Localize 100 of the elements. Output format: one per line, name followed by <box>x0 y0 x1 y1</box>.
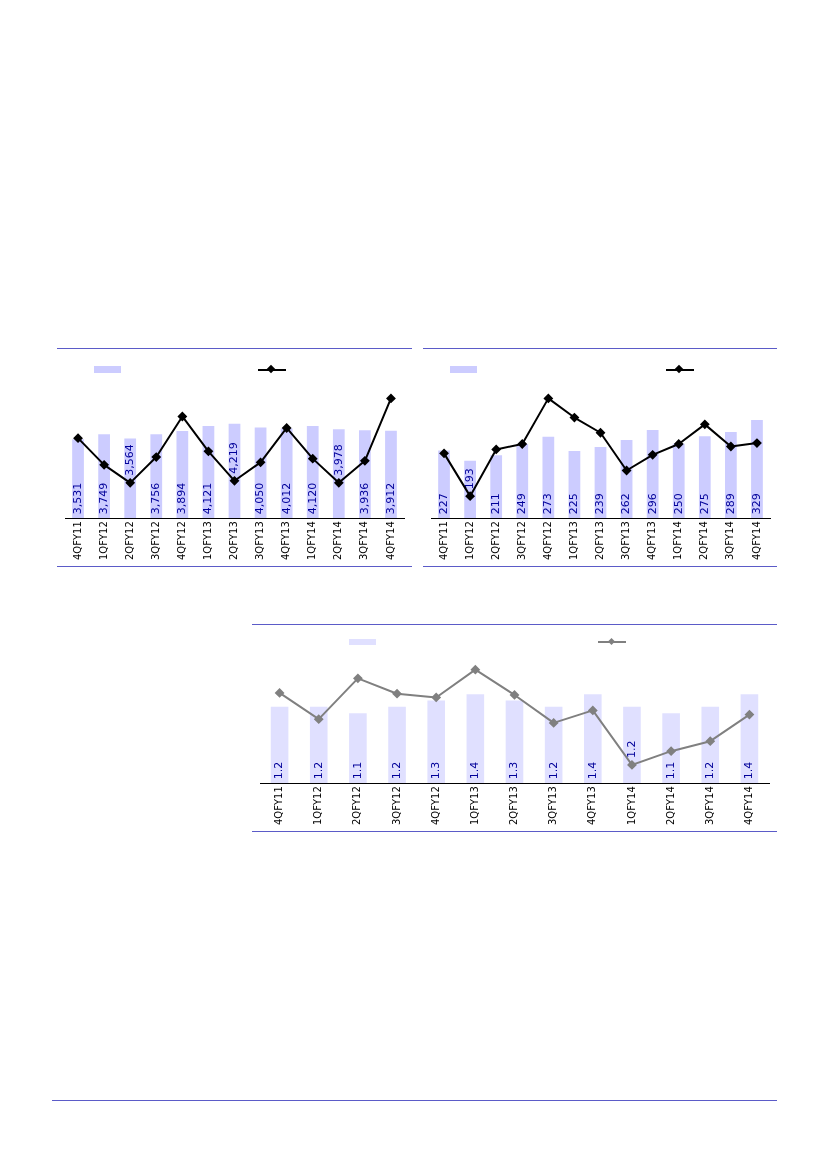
data-label: 1.2 <box>546 761 560 780</box>
data-label: 3,749 <box>96 482 110 515</box>
bar <box>740 694 759 784</box>
x-tick-label: 4QFY13 <box>280 521 292 561</box>
data-label: 4,121 <box>201 482 215 515</box>
point <box>622 466 632 475</box>
point <box>726 442 736 452</box>
point <box>439 448 449 458</box>
point <box>203 446 213 456</box>
point <box>353 673 363 683</box>
data-label: 1.4 <box>742 761 756 780</box>
point <box>392 689 402 699</box>
x-tick-label: 4QFY12 <box>541 521 553 561</box>
point <box>588 705 598 715</box>
data-label: 3,894 <box>175 482 189 515</box>
data-label: 262 <box>619 493 633 515</box>
data-label: 1.2 <box>272 761 286 780</box>
data-label: 1.4 <box>468 761 482 780</box>
x-tick-label: 4QFY12 <box>175 521 187 561</box>
bar <box>623 706 641 784</box>
point <box>386 393 396 403</box>
x-tick-label: 1QFY14 <box>625 786 637 826</box>
x-tick-label: 3QFY12 <box>390 786 402 826</box>
point <box>99 460 109 470</box>
data-label: 289 <box>723 493 737 515</box>
data-label: 1.3 <box>507 761 521 780</box>
data-label: 4,219 <box>227 442 241 474</box>
data-label: 4,050 <box>253 482 267 515</box>
data-label: 3,564 <box>123 444 137 476</box>
data-label: 3,936 <box>357 482 371 515</box>
x-tick-label: 4QFY11 <box>437 521 449 561</box>
data-label: 211 <box>489 493 503 515</box>
bar <box>698 436 711 519</box>
x-tick-label: 4QFY14 <box>743 786 755 826</box>
data-label: 1.2 <box>389 761 403 780</box>
data-label: 329 <box>749 493 763 515</box>
bar <box>270 706 289 784</box>
data-label: 225 <box>567 493 581 515</box>
x-tick-label: 1QFY13 <box>468 786 480 826</box>
data-label: 249 <box>515 493 529 515</box>
point <box>517 439 527 449</box>
point <box>431 692 441 702</box>
bar <box>751 420 763 519</box>
bar <box>505 700 524 784</box>
point <box>491 444 501 454</box>
point <box>596 428 605 438</box>
point <box>125 478 135 488</box>
bar <box>349 713 367 784</box>
x-tick-label: 3QFY13 <box>254 521 266 561</box>
data-label: 227 <box>436 493 450 515</box>
x-tick-label: 2QFY14 <box>332 521 344 561</box>
point <box>569 413 579 423</box>
data-label: 296 <box>645 493 659 515</box>
x-tick-label: 2QFY13 <box>228 521 240 561</box>
point <box>334 478 344 488</box>
bar <box>646 429 659 519</box>
x-tick-label: 4QFY14 <box>750 521 762 561</box>
point <box>256 457 266 467</box>
x-tick-label: 1QFY13 <box>568 521 580 561</box>
point <box>282 423 292 433</box>
x-tick-label: 1QFY14 <box>306 521 318 561</box>
x-tick-label: 4QFY13 <box>646 521 658 561</box>
x-tick-label: 3QFY14 <box>703 786 715 826</box>
bar <box>309 706 328 784</box>
point <box>177 411 187 421</box>
x-tick-label: 4QFY14 <box>384 521 396 561</box>
x-tick-label: 4QFY11 <box>273 786 285 826</box>
point <box>230 476 239 486</box>
x-tick-label: 4QFY12 <box>429 786 441 826</box>
x-tick-label: 2QFY12 <box>489 521 501 561</box>
x-tick-label: 3QFY13 <box>620 521 632 561</box>
data-label: 275 <box>697 493 711 515</box>
x-tick-label: 1QFY12 <box>463 521 475 561</box>
point <box>744 710 754 720</box>
point <box>510 690 519 700</box>
bar <box>542 436 555 519</box>
data-label: 3,978 <box>331 444 345 476</box>
bar <box>388 706 406 784</box>
x-tick-label: 2QFY13 <box>594 521 606 561</box>
point <box>314 714 324 724</box>
data-label: 1.2 <box>311 761 325 780</box>
bar <box>544 706 563 784</box>
data-label: 4,012 <box>279 482 293 515</box>
data-label: 4,120 <box>305 482 319 515</box>
x-tick-label: 2QFY12 <box>351 786 363 826</box>
bar <box>584 694 602 784</box>
x-tick-label: 2QFY14 <box>664 786 676 826</box>
data-label: 1.4 <box>585 761 599 780</box>
point <box>543 393 553 403</box>
data-label: 3,912 <box>383 482 397 515</box>
data-label: 273 <box>541 493 555 515</box>
x-tick-label: 2QFY13 <box>508 786 520 826</box>
point <box>674 439 684 449</box>
x-tick-label: 3QFY14 <box>358 521 370 561</box>
point <box>360 456 370 466</box>
point <box>470 665 480 675</box>
x-tick-label: 4QFY11 <box>71 521 83 561</box>
point <box>151 452 161 462</box>
data-label: 1.1 <box>350 761 364 780</box>
x-tick-label: 3QFY12 <box>515 521 527 561</box>
